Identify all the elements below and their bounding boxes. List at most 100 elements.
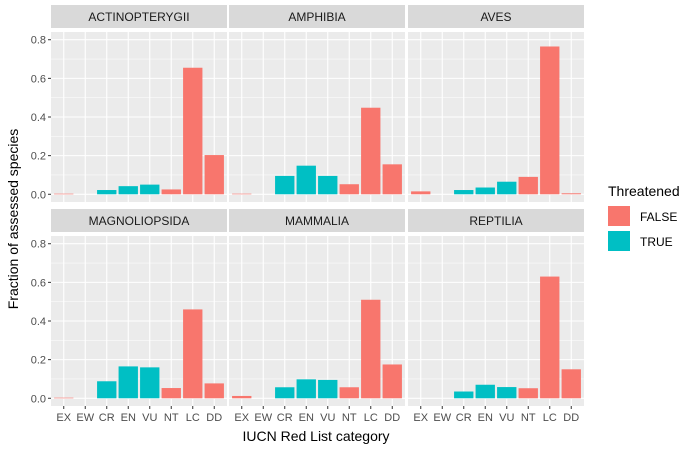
bar-ex [54,193,74,195]
x-tick-label: EX [56,412,71,424]
facet-strip [408,5,584,28]
facet-strip [229,5,405,28]
legend-key-true [608,231,630,251]
bar-en [296,165,316,195]
bar-ex [54,397,74,399]
x-tick-label: CR [277,412,293,424]
bar-lc [183,309,203,399]
legend-key-false [608,206,630,226]
y-tick-label: 0.4 [31,316,46,328]
facet-strip [51,5,227,28]
facet-panel: AMPHIBIA [229,5,405,202]
y-tick-label: 0.4 [31,112,46,124]
legend: Threatened FALSE TRUE [608,183,680,251]
x-tick-label: EW [433,412,451,424]
facet-panel: MAMMALIA [229,209,405,406]
facet-panel: AVES [408,5,584,202]
facet-title: REPTILIA [469,214,522,228]
bar-dd [382,364,402,399]
x-tick-label: EX [234,412,249,424]
y-tick-label: 0.0 [31,189,46,201]
bar-nt [339,184,359,195]
bar-cr [97,381,117,399]
facet-title: ACTINOPTERYGII [88,10,189,24]
x-tick-label: NT [164,412,179,424]
facet-panel: ACTINOPTERYGII [51,5,227,202]
bar-lc [361,107,381,195]
legend-title: Threatened [608,183,680,199]
bar-dd [204,155,224,195]
bar-cr [275,175,295,195]
x-tick-label: EW [76,412,94,424]
y-axis-title: Fraction of assessed species [5,129,21,310]
bar-vu [497,181,517,195]
bar-nt [518,176,538,195]
bar-dd [382,164,402,195]
bar-lc [540,276,560,399]
y-tick-label: 0.2 [31,355,46,367]
bar-en [118,366,138,399]
facet-strip [229,209,405,232]
x-tick-label: NT [342,412,357,424]
facet-panel: REPTILIA [408,209,584,406]
bar-dd [561,193,581,195]
x-axis-title: IUCN Red List category [242,428,389,444]
bar-lc [540,46,560,195]
bar-en [296,379,316,399]
x-tick-label: VU [499,412,514,424]
x-tick-label: LC [186,412,200,424]
x-tick-label: EN [121,412,136,424]
y-tick-label: 0.2 [31,151,46,163]
facet-title: AVES [480,10,511,24]
bar-lc [183,67,203,195]
bar-en [118,186,138,195]
x-tick-label: DD [206,412,222,424]
y-tick-label: 0.0 [31,393,46,405]
y-tick-label: 0.6 [31,73,46,85]
bar-nt [518,388,538,399]
facet-panel: MAGNOLIOPSIDA [51,209,227,406]
x-tick-label: NT [521,412,536,424]
facet-title: AMPHIBIA [288,10,345,24]
facet-title: MAGNOLIOPSIDA [89,214,190,228]
bar-vu [140,367,160,399]
x-tick-label: CR [456,412,472,424]
x-tick-label: DD [563,412,579,424]
facet-strip [51,209,227,232]
x-tick-label: EN [478,412,493,424]
bar-dd [561,369,581,399]
legend-label-true: TRUE [640,235,673,249]
x-tick-label: VU [142,412,157,424]
bar-ex [232,193,252,195]
bar-cr [454,190,474,195]
y-tick-label: 0.8 [31,35,46,47]
bar-vu [318,175,338,195]
panels-layer: ACTINOPTERYGII AMPHIBIA AVES MAGNOLIOPSIDA M… [51,5,584,406]
bar-nt [339,387,359,399]
x-tick-label: EX [413,412,428,424]
bar-vu [140,184,160,195]
bar-dd [204,383,224,399]
bar-en [475,384,495,399]
x-tick-label: VU [320,412,335,424]
x-tick-label: CR [99,412,115,424]
legend-label-false: FALSE [640,210,677,224]
bar-vu [318,379,338,399]
bar-nt [161,189,181,195]
bar-ex [232,395,252,399]
bar-cr [97,190,117,195]
x-tick-label: EW [254,412,272,424]
facet-strip [408,209,584,232]
axis-labels-layer: 0.0 0.2 0.4 0.6 0.8 0.0 0.2 0.4 0.6 0.8 EX EW CR EN VU… [31,35,580,424]
bar-vu [497,387,517,399]
bar-nt [161,388,181,399]
x-tick-label: DD [384,412,400,424]
y-tick-label: 0.8 [31,239,46,251]
x-tick-label: LC [543,412,557,424]
facet-title: MAMMALIA [285,214,349,228]
y-tick-label: 0.6 [31,277,46,289]
x-tick-label: LC [364,412,378,424]
bar-cr [454,391,474,399]
